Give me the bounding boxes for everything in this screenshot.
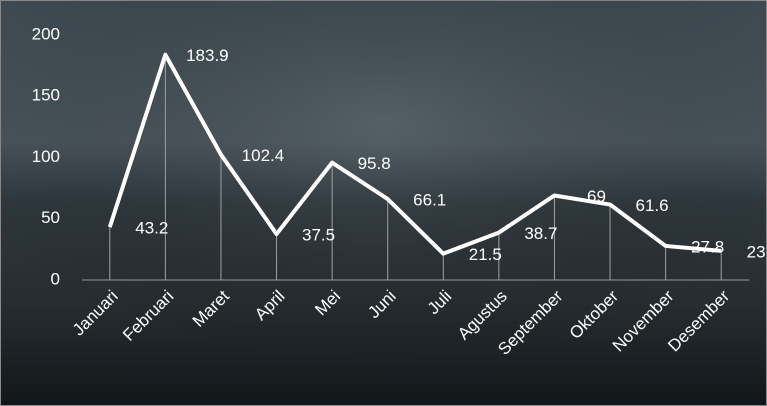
line-series bbox=[107, 52, 722, 256]
data-label: 61.6 bbox=[635, 196, 668, 215]
data-label: 95.8 bbox=[358, 154, 391, 173]
y-tick-label: 0 bbox=[51, 269, 60, 288]
data-label: 183.9 bbox=[186, 46, 229, 65]
data-label: 37.5 bbox=[302, 226, 335, 245]
data-label: 23.8 bbox=[747, 242, 767, 261]
data-label: 102.4 bbox=[242, 146, 285, 165]
y-tick-label: 200 bbox=[32, 24, 60, 43]
data-label: 27.8 bbox=[691, 237, 724, 256]
data-label: 21.5 bbox=[469, 245, 502, 264]
y-tick-label: 100 bbox=[32, 147, 60, 166]
y-tick-label: 150 bbox=[32, 86, 60, 105]
data-label: 66.1 bbox=[413, 191, 446, 210]
y-tick-label: 50 bbox=[41, 208, 60, 227]
data-label: 38.7 bbox=[524, 224, 557, 243]
data-label: 69 bbox=[587, 187, 606, 206]
data-label: 43.2 bbox=[135, 219, 168, 238]
